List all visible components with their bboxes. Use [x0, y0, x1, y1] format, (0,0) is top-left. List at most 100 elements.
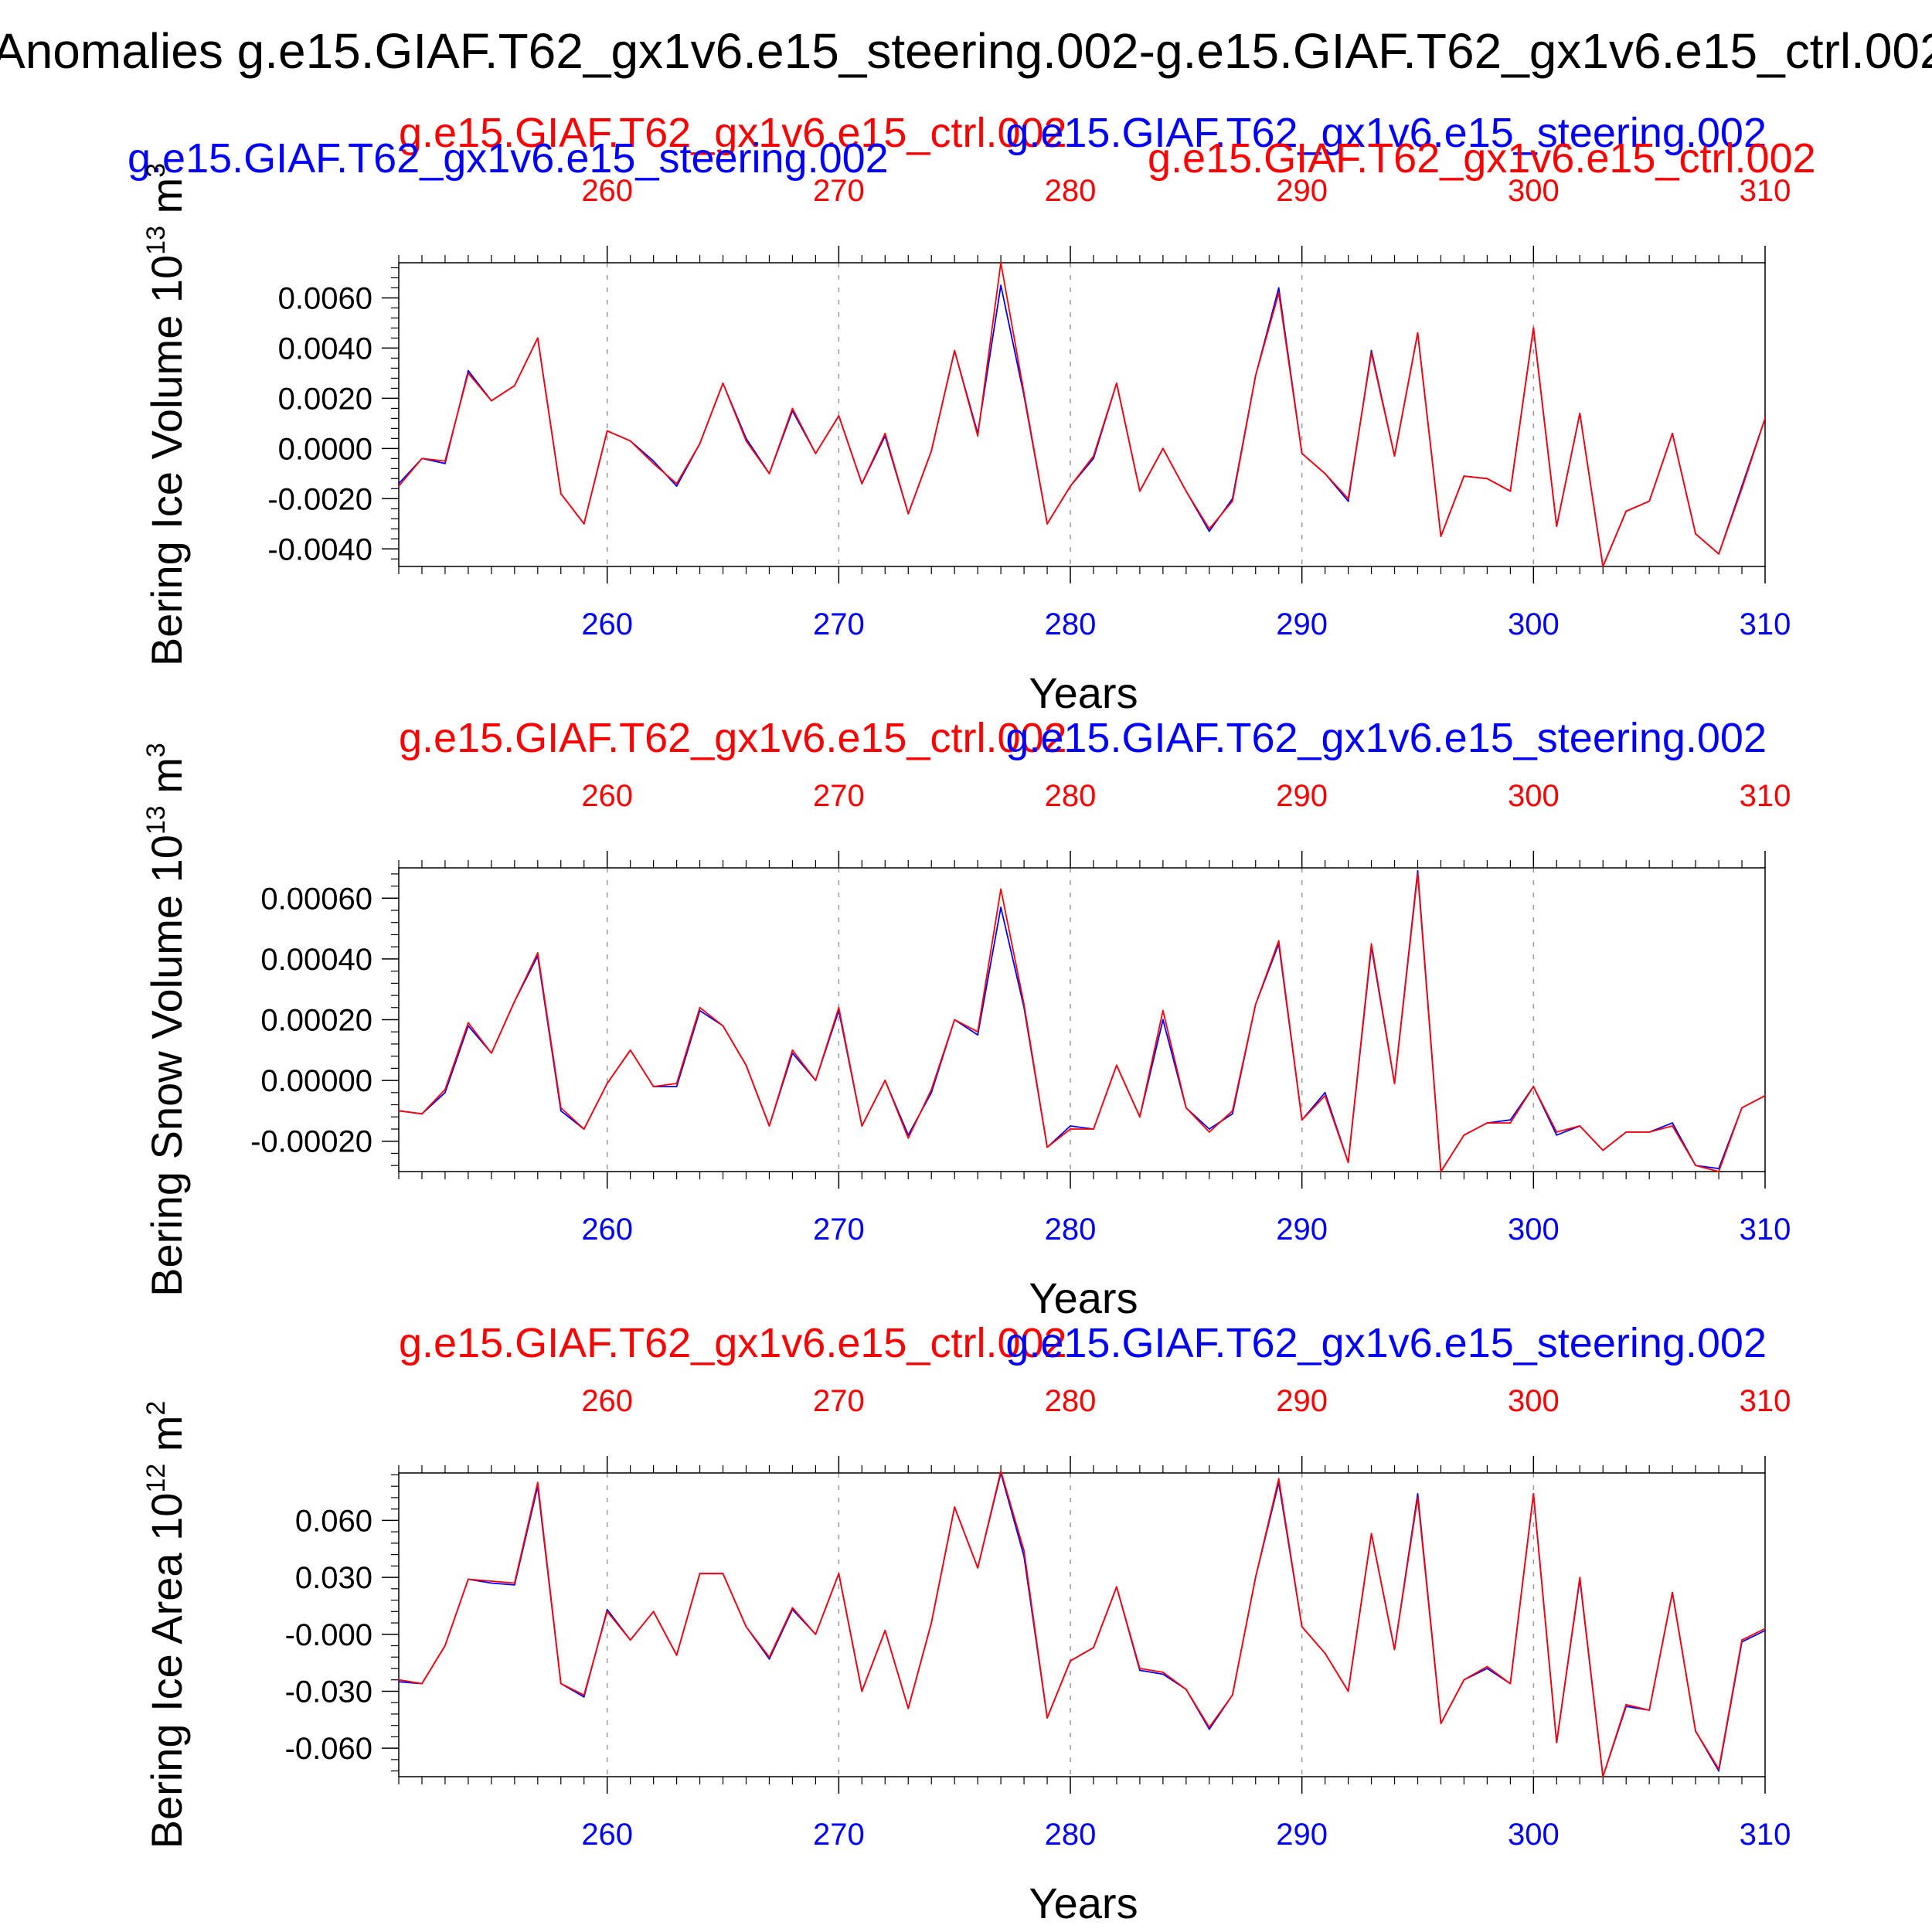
data-point: [1718, 1171, 1719, 1172]
panel-title-red-right: g.e15.GIAF.T62_gx1v6.e15_ctrl.002: [1148, 135, 1816, 182]
panel-title-blue: g.e15.GIAF.T62_gx1v6.e15_steering.002: [1005, 1320, 1767, 1366]
data-point: [1277, 940, 1280, 942]
data-point: [1370, 1532, 1372, 1535]
panel-title-red: g.e15.GIAF.T62_gx1v6.e15_ctrl.002: [399, 1320, 1067, 1366]
data-point: [884, 1080, 886, 1081]
data-point: [513, 385, 515, 387]
data-point: [1741, 1639, 1743, 1641]
data-point: [1393, 455, 1396, 457]
data-point: [490, 1582, 492, 1584]
data-point: [1463, 1134, 1465, 1136]
data-point: [398, 1110, 400, 1112]
data-point: [1046, 1146, 1048, 1148]
xtick-label-bottom: 290: [1276, 1213, 1328, 1247]
xtick-label-bottom: 270: [813, 607, 865, 641]
plot-frame: [398, 867, 1766, 1172]
data-point: [1023, 1549, 1025, 1552]
ytick-label: -0.0020: [267, 482, 372, 516]
xtick-label-top: 260: [581, 174, 633, 208]
ytick-label: 0.0000: [278, 432, 372, 466]
data-point: [1764, 1629, 1766, 1631]
data-point: [629, 440, 631, 442]
xtick-label-bottom: 260: [581, 1818, 633, 1852]
data-point: [513, 1001, 515, 1002]
data-point: [1625, 1131, 1628, 1133]
data-point: [838, 1006, 840, 1009]
xtick-label-top: 310: [1740, 779, 1791, 813]
data-point: [536, 337, 539, 339]
data-point: [699, 1573, 701, 1575]
data-point: [1579, 1125, 1581, 1127]
data-point: [1764, 1628, 1766, 1630]
data-point: [1208, 1728, 1210, 1730]
data-point: [1602, 1149, 1604, 1151]
data-point: [1000, 1470, 1002, 1472]
xtick-label-top: 260: [581, 779, 633, 813]
ytick-label: 0.0060: [278, 281, 372, 315]
data-point: [467, 1022, 469, 1024]
data-point: [768, 1658, 770, 1660]
data-point: [1764, 417, 1766, 420]
data-point: [815, 452, 817, 454]
data-point: [1093, 455, 1094, 457]
series-points-ctrl: [398, 262, 1766, 567]
data-point: [838, 415, 840, 417]
data-point: [1208, 528, 1210, 530]
data-point: [1324, 1094, 1326, 1097]
data-point: [699, 442, 701, 444]
data-point: [1625, 1703, 1628, 1706]
data-point: [513, 1582, 515, 1584]
data-point: [1347, 498, 1349, 500]
ytick-label: 0.030: [295, 1561, 372, 1595]
panel-title-blue: g.e15.GIAF.T62_gx1v6.e15_steering.002: [1005, 715, 1767, 761]
data-point: [1718, 1768, 1719, 1770]
xtick-label-bottom: 300: [1508, 1213, 1560, 1247]
data-point: [1023, 392, 1025, 394]
data-point: [652, 462, 655, 464]
data-point: [1509, 1682, 1512, 1685]
data-point: [768, 1125, 770, 1127]
data-point: [1208, 1726, 1210, 1729]
data-point: [1718, 1770, 1719, 1772]
data-point: [1208, 530, 1210, 532]
data-point: [490, 1052, 492, 1054]
data-point: [815, 1633, 817, 1635]
data-point: [1139, 1116, 1141, 1118]
x-axis-label: Years: [1029, 1274, 1138, 1322]
data-point: [467, 369, 469, 372]
data-point: [930, 1622, 933, 1624]
data-point: [1486, 1122, 1488, 1124]
ytick-label: 0.00040: [260, 943, 372, 977]
ytick-label: 0.0040: [278, 332, 372, 366]
data-point: [560, 1682, 562, 1685]
data-point: [907, 1137, 910, 1139]
data-point: [675, 482, 678, 485]
data-point: [1116, 1586, 1117, 1588]
xtick-label-bottom: 280: [1045, 1818, 1097, 1852]
data-point: [1556, 1741, 1558, 1743]
data-point: [1370, 352, 1372, 354]
y-axis-label: Bering Ice Area 1012 m2: [141, 1401, 191, 1849]
panel-title-red: g.e15.GIAF.T62_gx1v6.e15_ctrl.002: [399, 110, 1067, 156]
data-point: [1463, 1679, 1465, 1681]
xtick-label-bottom: 310: [1740, 607, 1791, 641]
data-point: [1000, 906, 1002, 908]
data-point: [791, 1607, 794, 1609]
panel-title-blue-left: g.e15.GIAF.T62_gx1v6.e15_steering.002: [128, 135, 889, 182]
data-point: [1093, 1647, 1094, 1648]
data-point: [444, 460, 446, 462]
chart-panel-3: -0.060 -0.030 -0.000 0.030 0.060 260 260 270 270…: [141, 1320, 1791, 1927]
data-point: [1486, 1668, 1488, 1669]
data-point: [583, 1694, 585, 1696]
data-point: [1254, 1003, 1257, 1005]
data-point: [1324, 1652, 1326, 1655]
xtick-label-bottom: 260: [581, 1213, 633, 1247]
data-point: [513, 1584, 515, 1586]
data-point: [1162, 1672, 1164, 1673]
xtick-label-bottom: 260: [581, 607, 633, 641]
data-point: [1000, 262, 1002, 264]
xtick-label-bottom: 310: [1740, 1818, 1791, 1852]
data-point: [1556, 526, 1558, 527]
data-point: [977, 1034, 979, 1036]
